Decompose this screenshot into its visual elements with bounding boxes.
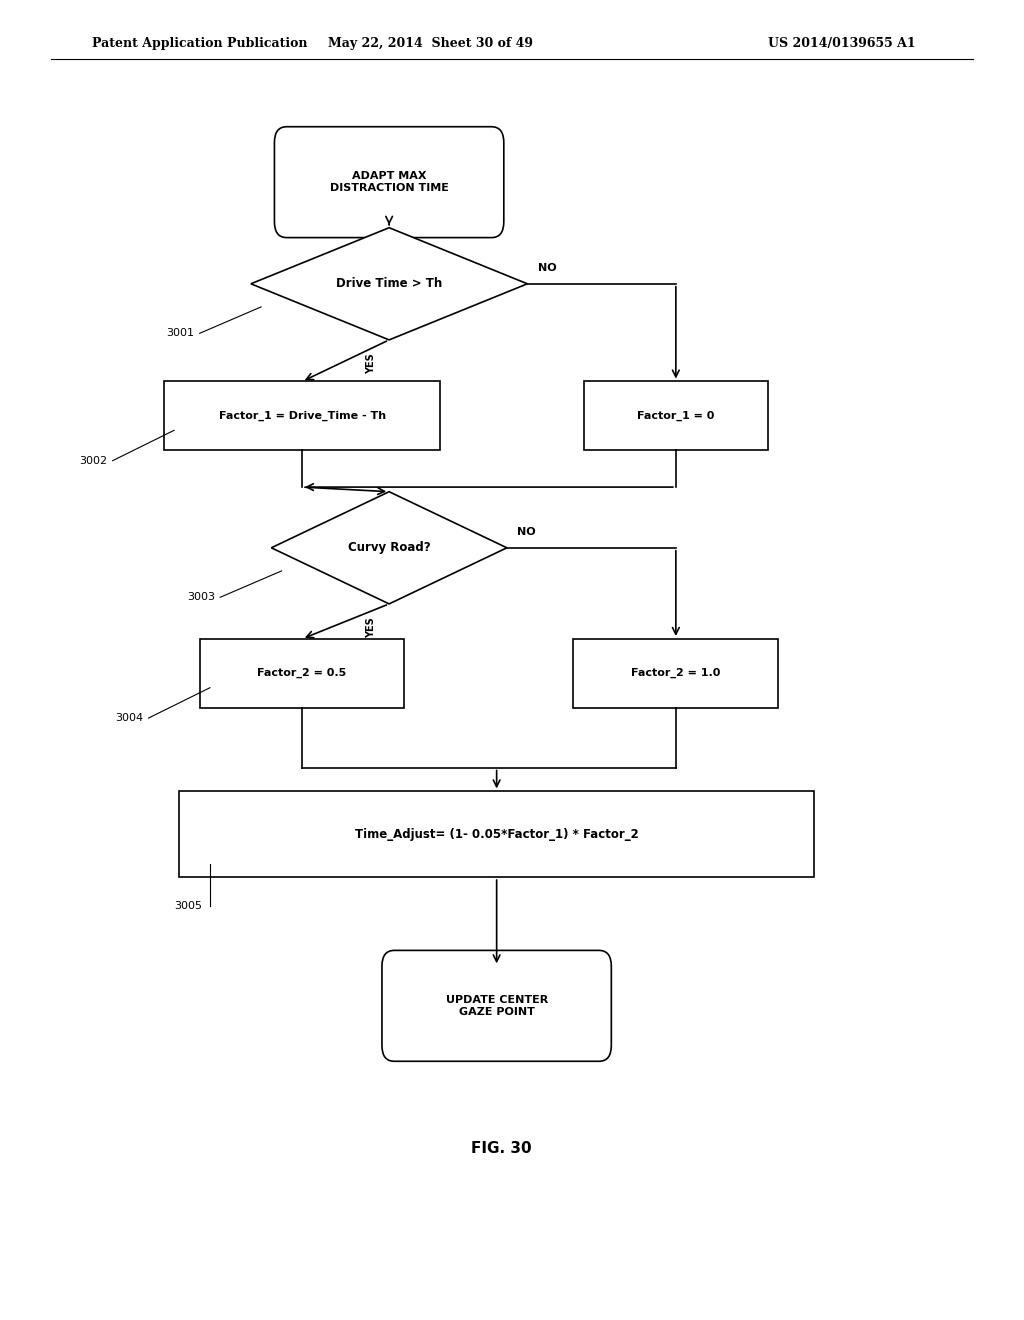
Text: Drive Time > Th: Drive Time > Th [336,277,442,290]
Bar [179,792,814,876]
Text: YES: YES [366,352,376,374]
Text: 3002: 3002 [80,455,108,466]
Text: Factor_2 = 0.5: Factor_2 = 0.5 [257,668,347,678]
Text: Curvy Road?: Curvy Road? [348,541,430,554]
Text: 3005: 3005 [174,902,202,911]
Text: 3003: 3003 [187,593,215,602]
Text: 3004: 3004 [116,713,143,723]
FancyBboxPatch shape [274,127,504,238]
Text: US 2014/0139655 A1: US 2014/0139655 A1 [768,37,915,50]
Text: YES: YES [366,618,376,638]
Bar [200,639,404,708]
Polygon shape [271,492,507,605]
Polygon shape [251,227,527,339]
FancyBboxPatch shape [382,950,611,1061]
Text: FIG. 30: FIG. 30 [471,1140,532,1156]
Text: Patent Application Publication: Patent Application Publication [92,37,307,50]
Text: May 22, 2014  Sheet 30 of 49: May 22, 2014 Sheet 30 of 49 [328,37,532,50]
Bar [164,381,440,450]
Text: ADAPT MAX
DISTRACTION TIME: ADAPT MAX DISTRACTION TIME [330,172,449,193]
Text: Time_Adjust= (1- 0.05*Factor_1) * Factor_2: Time_Adjust= (1- 0.05*Factor_1) * Factor… [354,828,639,841]
Text: Factor_1 = Drive_Time - Th: Factor_1 = Drive_Time - Th [218,411,386,421]
Bar [573,639,778,708]
Text: NO: NO [517,527,536,537]
Text: Factor_2 = 1.0: Factor_2 = 1.0 [631,668,721,678]
Text: 3001: 3001 [167,329,195,338]
Text: UPDATE CENTER
GAZE POINT: UPDATE CENTER GAZE POINT [445,995,548,1016]
Bar [584,381,768,450]
Text: Factor_1 = 0: Factor_1 = 0 [637,411,715,421]
Text: NO: NO [538,263,556,273]
